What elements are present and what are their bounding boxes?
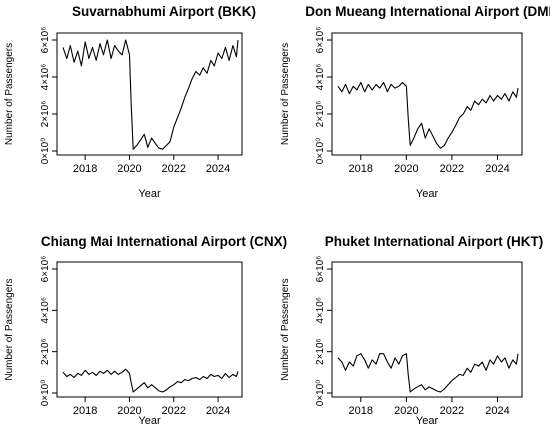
x-tick-label: 2020 xyxy=(394,405,418,417)
x-axis-label: Year xyxy=(138,188,161,200)
y-axis-label: Number of Passengers xyxy=(280,43,291,145)
y-tick-label: 6×10⁶ xyxy=(40,27,51,54)
x-axis-label: Year xyxy=(416,188,439,200)
x-tick-label: 2020 xyxy=(117,163,141,175)
x-tick-label: 2020 xyxy=(117,405,141,417)
y-tick-label: 2×10⁶ xyxy=(40,338,51,365)
series-line xyxy=(62,39,239,150)
y-axis-label: Number of Passengers xyxy=(4,43,15,145)
y-tick-label: 6×10⁶ xyxy=(315,256,326,283)
y-axis-label: Number of Passengers xyxy=(4,278,15,380)
x-tick-label: 2022 xyxy=(440,163,464,175)
chart-panel-1: Suvarnabhumi Airport (BKK) 2018 2020 2022 20… xyxy=(4,4,256,200)
y-tick-label: 4×10⁶ xyxy=(315,64,326,91)
x-tick-label: 2018 xyxy=(73,163,97,175)
x-tick-label: 2024 xyxy=(485,163,509,175)
x-tick-label: 2022 xyxy=(162,405,186,417)
y-tick-label: 4×10⁶ xyxy=(40,64,51,91)
plot-frame xyxy=(331,32,523,156)
chart-title: Phuket International Airport (HKT) xyxy=(325,234,544,249)
chart-title: Don Mueang International Airport (DMK) xyxy=(305,4,550,19)
x-tick-label: 2024 xyxy=(206,163,230,175)
x-tick-label: 2022 xyxy=(162,163,186,175)
y-tick-label: 0×10⁰ xyxy=(40,138,51,165)
series-line xyxy=(337,81,519,149)
x-axis-label: Year xyxy=(416,415,439,427)
series-line xyxy=(62,368,239,393)
y-tick-label: 6×10⁶ xyxy=(40,256,51,283)
y-tick-label: 2×10⁶ xyxy=(315,101,326,128)
y-tick-label: 0×10⁰ xyxy=(40,380,51,407)
x-tick-label: 2020 xyxy=(394,163,418,175)
x-tick-label: 2024 xyxy=(485,405,509,417)
y-tick-label: 2×10⁶ xyxy=(315,338,326,365)
plot-frame xyxy=(56,261,243,398)
x-tick-label: 2022 xyxy=(440,405,464,417)
x-tick-label: 2018 xyxy=(73,405,97,417)
chart-title: Suvarnabhumi Airport (BKK) xyxy=(72,4,256,19)
y-tick-label: 0×10⁰ xyxy=(315,138,326,165)
series-line xyxy=(337,353,519,393)
x-axis-label: Year xyxy=(138,415,161,427)
chart-title: Chiang Mai International Airport (CNX) xyxy=(41,234,287,249)
y-tick-label: 2×10⁶ xyxy=(40,101,51,128)
y-tick-label: 4×10⁶ xyxy=(315,297,326,324)
chart-panel-2: Don Mueang International Airport (DMK) 20… xyxy=(280,4,550,200)
x-tick-label: 2024 xyxy=(206,405,230,417)
chart-panel-3: Chiang Mai International Airport (CNX) 20… xyxy=(4,234,287,427)
x-tick-label: 2018 xyxy=(349,163,373,175)
y-tick-label: 4×10⁶ xyxy=(40,297,51,324)
x-tick-label: 2018 xyxy=(349,405,373,417)
chart-panel-4: Phuket International Airport (HKT) 2018 20… xyxy=(280,234,543,427)
plot-frame xyxy=(331,261,523,398)
y-axis-label: Number of Passengers xyxy=(280,278,291,380)
plot-frame xyxy=(56,32,243,156)
y-tick-label: 6×10⁶ xyxy=(315,27,326,54)
y-tick-label: 0×10⁰ xyxy=(315,380,326,407)
